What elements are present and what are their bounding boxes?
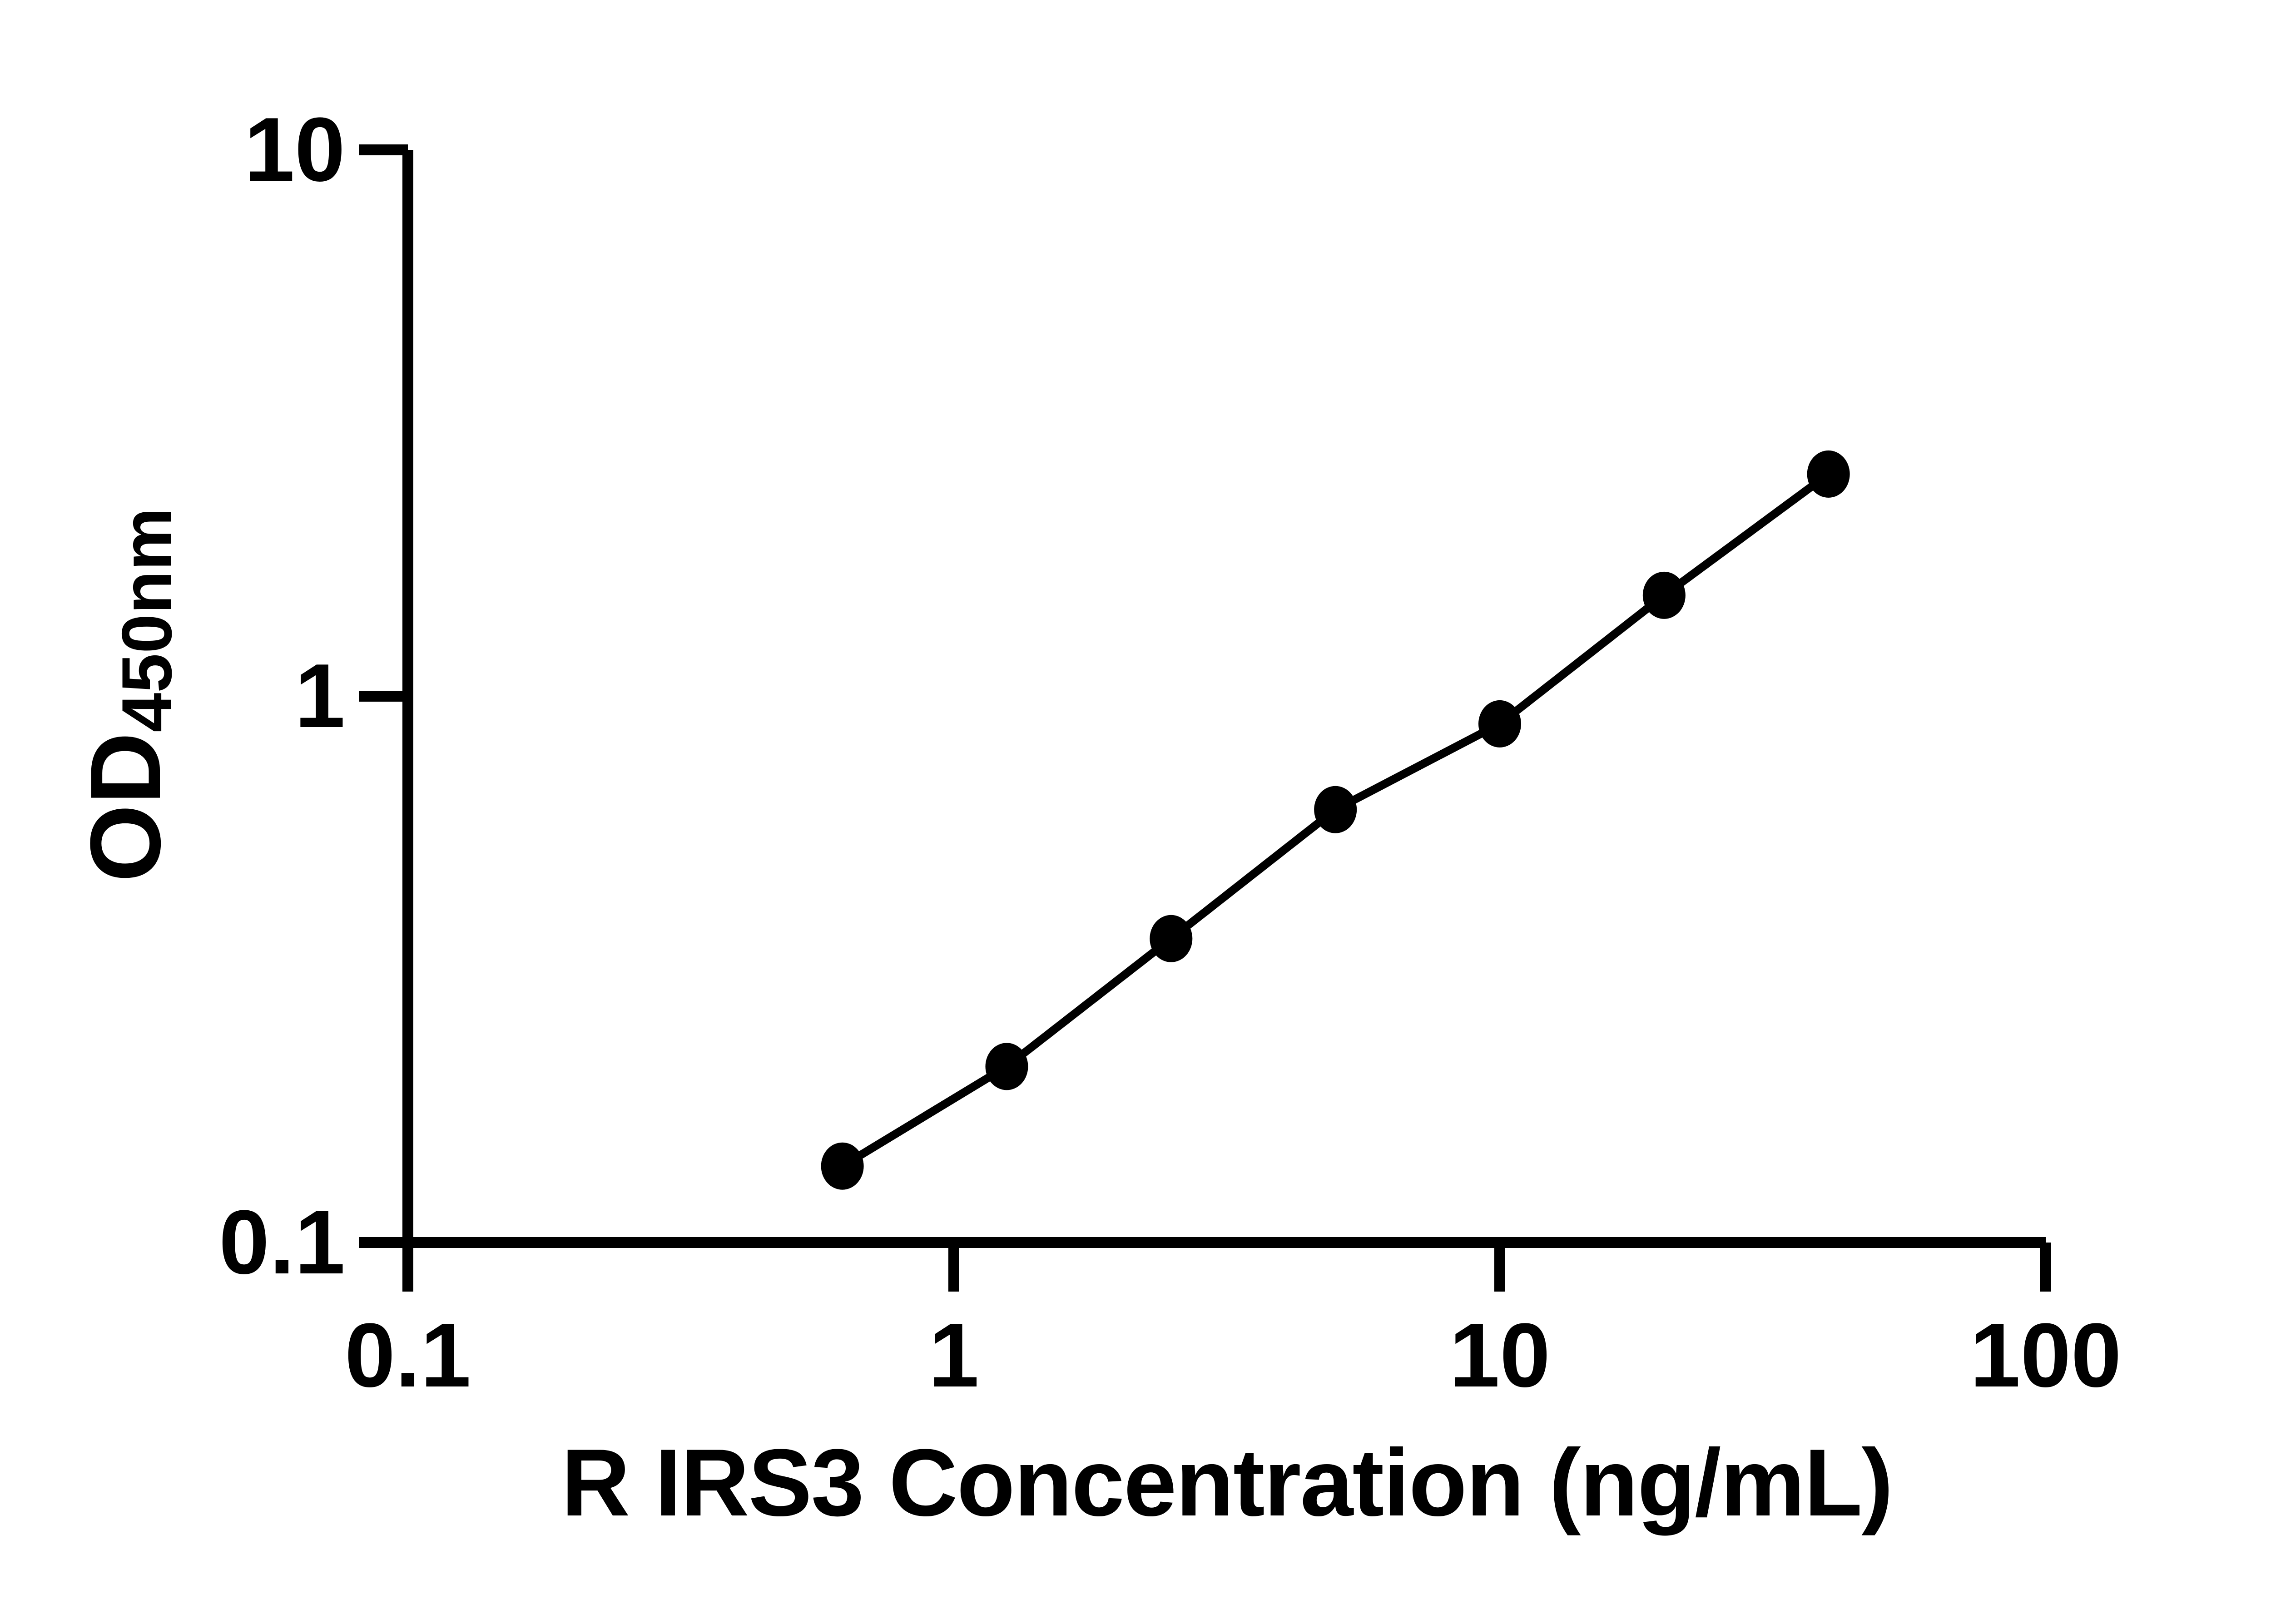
axes (402, 150, 2046, 1248)
data-point (821, 1142, 864, 1190)
x-tick-label: 0.1 (344, 1305, 471, 1406)
axis-ticks (359, 144, 2051, 1292)
y-tick-label: 1 (294, 645, 345, 747)
data-point (985, 1043, 1028, 1090)
y-tick-label: 10 (244, 99, 345, 200)
x-axis-title: R IRS3 Concentration (ng/mL) (561, 1429, 1894, 1536)
x-tick-label: 100 (1970, 1305, 2122, 1406)
data-point (1478, 700, 1521, 748)
x-tick-label: 1 (928, 1305, 979, 1406)
data-point (1150, 915, 1193, 962)
data-point (1314, 786, 1357, 833)
x-tick-label: 10 (1449, 1305, 1551, 1406)
data-point (1807, 450, 1850, 498)
y-axis-title: OD450nm (69, 507, 202, 882)
axis-spine (402, 150, 2046, 1248)
y-axis-title-main: OD (69, 732, 182, 882)
data-point (1642, 571, 1686, 619)
y-tick-label: 0.1 (218, 1192, 345, 1293)
y-axis-title-subscript: 450nm (107, 507, 187, 733)
data-points (821, 450, 1850, 1190)
